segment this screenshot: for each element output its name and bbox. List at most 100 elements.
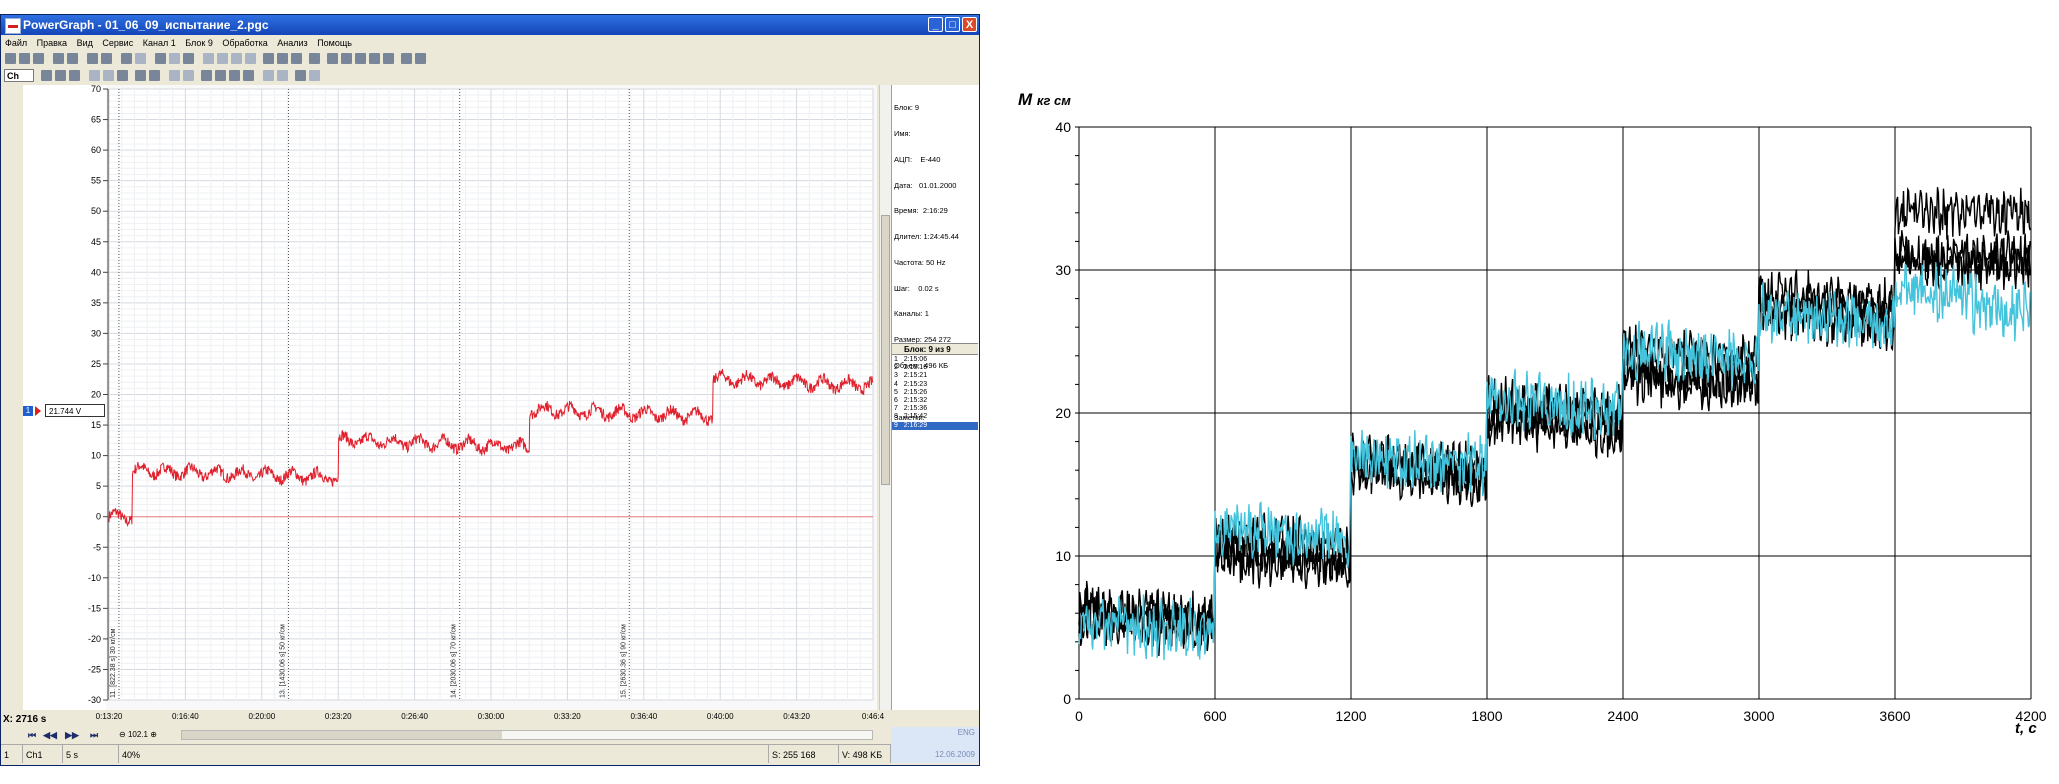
grid-icon[interactable] xyxy=(263,70,274,81)
delete-marker-icon[interactable] xyxy=(295,70,306,81)
block-list-item[interactable]: 4 2:15:23 xyxy=(894,380,928,388)
menu-help[interactable]: Помощь xyxy=(317,38,352,48)
window-2-icon[interactable] xyxy=(215,70,226,81)
open-file-icon[interactable] xyxy=(19,53,30,64)
align-left-icon[interactable] xyxy=(217,53,228,64)
signal-plot[interactable]: 7065605550454035302520151050-5-10-15-20-… xyxy=(1,85,877,710)
scroll-thumb[interactable] xyxy=(881,215,890,485)
menu-channel[interactable]: Канал 1 xyxy=(142,38,176,48)
zoom-control[interactable]: ⊖ 102.1 ⊕ xyxy=(119,730,157,739)
export-icon[interactable] xyxy=(369,53,380,64)
block-list-item[interactable]: 7 2:15:36 xyxy=(894,405,928,413)
main-toolbar xyxy=(1,51,979,68)
settings-icon[interactable] xyxy=(291,53,302,64)
filter-icon[interactable] xyxy=(277,53,288,64)
close-button[interactable]: X xyxy=(962,17,977,32)
title-bar[interactable]: PowerGraph - 01_06_09_испытание_2.pgc _ … xyxy=(1,15,979,35)
copy-icon[interactable] xyxy=(135,53,146,64)
undo-icon[interactable] xyxy=(169,53,180,64)
x-tick-label: 0:46:4 xyxy=(861,712,885,721)
about-icon[interactable] xyxy=(415,53,426,64)
block-list-item[interactable]: 6 2:15:32 xyxy=(894,396,928,404)
chart-icon[interactable] xyxy=(355,53,366,64)
vertical-scrollbar[interactable] xyxy=(879,85,891,710)
zoom-out-icon[interactable] xyxy=(69,70,80,81)
x-tick-label: 0:23:20 xyxy=(324,712,352,721)
block-list-header[interactable]: Блок: 9 из 9 xyxy=(892,343,978,355)
zoom-icon[interactable] xyxy=(341,53,352,64)
first-page-icon[interactable]: ⏮ xyxy=(27,730,37,740)
previous-page-icon[interactable]: ◀◀ xyxy=(43,730,57,740)
menu-analysis[interactable]: Анализ xyxy=(277,38,308,48)
x-tick-label: 0:43:20 xyxy=(783,712,810,721)
block-list-item[interactable]: 9 2:16:29 xyxy=(892,421,978,430)
horizontal-scrollbar[interactable] xyxy=(181,730,873,740)
paste-icon[interactable] xyxy=(155,53,166,64)
open-folder-icon[interactable] xyxy=(33,53,44,64)
block-list-item[interactable]: 1 2:15:06 xyxy=(894,356,928,363)
fit-all-icon[interactable] xyxy=(149,70,160,81)
menu-processing[interactable]: Обработка xyxy=(222,38,268,48)
status-percent: 40% xyxy=(119,745,769,763)
chart-y-tick-label: 20 xyxy=(1055,405,1071,421)
y-tick-label: 0 xyxy=(96,512,101,522)
chart-x-tick-label: 2400 xyxy=(1607,708,1638,724)
save-all-icon[interactable] xyxy=(67,53,78,64)
y-tick-label: 45 xyxy=(91,237,101,247)
block-list-item[interactable]: 3 2:15:21 xyxy=(894,372,928,380)
function-icon[interactable] xyxy=(309,53,320,64)
marker-icon[interactable] xyxy=(263,53,274,64)
window-4-icon[interactable] xyxy=(243,70,254,81)
menu-view[interactable]: Вид xyxy=(76,38,93,48)
align-right-icon[interactable] xyxy=(245,53,256,64)
menu-block[interactable]: Блок 9 xyxy=(185,38,213,48)
redo-icon[interactable] xyxy=(183,53,194,64)
channel-number-badge[interactable]: 1 xyxy=(23,406,33,416)
table-icon[interactable] xyxy=(327,53,338,64)
menu-file[interactable]: Файл xyxy=(5,38,28,48)
channel-select[interactable]: Ch xyxy=(4,69,34,82)
menu-edit[interactable]: Правка xyxy=(36,38,68,48)
h-scroll-thumb[interactable] xyxy=(182,731,502,739)
block-list-item[interactable]: 2 2:15:16 xyxy=(894,364,928,372)
y-axis-unit: кг см xyxy=(1036,93,1071,108)
print-preview-icon[interactable] xyxy=(101,53,112,64)
block-list: 1 2:15:06 2 2:15:16 3 2:15:21 4 2:15:23 5 2:… xyxy=(892,356,978,430)
next-page-icon[interactable]: ▶▶ xyxy=(65,730,79,740)
step-forward-icon[interactable] xyxy=(183,70,194,81)
report-icon[interactable] xyxy=(383,53,394,64)
maximize-button[interactable]: □ xyxy=(945,17,960,32)
new-file-icon[interactable] xyxy=(5,53,16,64)
print-icon[interactable] xyxy=(87,53,98,64)
cursor-icon[interactable] xyxy=(41,70,52,81)
menu-service[interactable]: Сервис xyxy=(102,38,134,48)
help-icon[interactable] xyxy=(401,53,412,64)
status-step: 5 s xyxy=(63,745,119,763)
step-back-icon[interactable] xyxy=(169,70,180,81)
save-icon[interactable] xyxy=(53,53,64,64)
block-list-item[interactable]: 8 2:15:42 xyxy=(894,413,928,421)
window-title: PowerGraph - 01_06_09_испытание_2.pgc xyxy=(23,18,269,32)
zoom-in-icon[interactable] xyxy=(55,70,66,81)
keyboard-language[interactable]: ENG xyxy=(957,728,975,737)
last-page-icon[interactable]: ⏭ xyxy=(89,730,99,740)
align-center-icon[interactable] xyxy=(231,53,242,64)
star-icon[interactable] xyxy=(117,70,128,81)
block-list-item[interactable]: 5 2:15:26 xyxy=(894,388,928,396)
close-view-icon[interactable] xyxy=(309,70,320,81)
window-1-icon[interactable] xyxy=(201,70,212,81)
cut-icon[interactable] xyxy=(121,53,132,64)
y-tick-label: 10 xyxy=(91,451,101,461)
minimize-button[interactable]: _ xyxy=(928,17,943,32)
window-3-icon[interactable] xyxy=(229,70,240,81)
channel-value-readout: 21.744 V xyxy=(45,404,105,417)
y-tick-label: -25 xyxy=(88,664,101,674)
x-tick-label: 0:40:00 xyxy=(706,712,734,721)
x-tick-label: 0:26:40 xyxy=(401,712,428,721)
lines-icon[interactable] xyxy=(277,70,288,81)
signal-plot-area[interactable]: 70 65 60 55 50 45 40 35 30 25 20 15 10 5 0 -5 -10 -15 -20-… xyxy=(1,85,877,710)
fit-icon[interactable] xyxy=(135,70,146,81)
select-icon[interactable] xyxy=(203,53,214,64)
scale-y-icon[interactable] xyxy=(89,70,100,81)
scale-x-icon[interactable] xyxy=(103,70,114,81)
